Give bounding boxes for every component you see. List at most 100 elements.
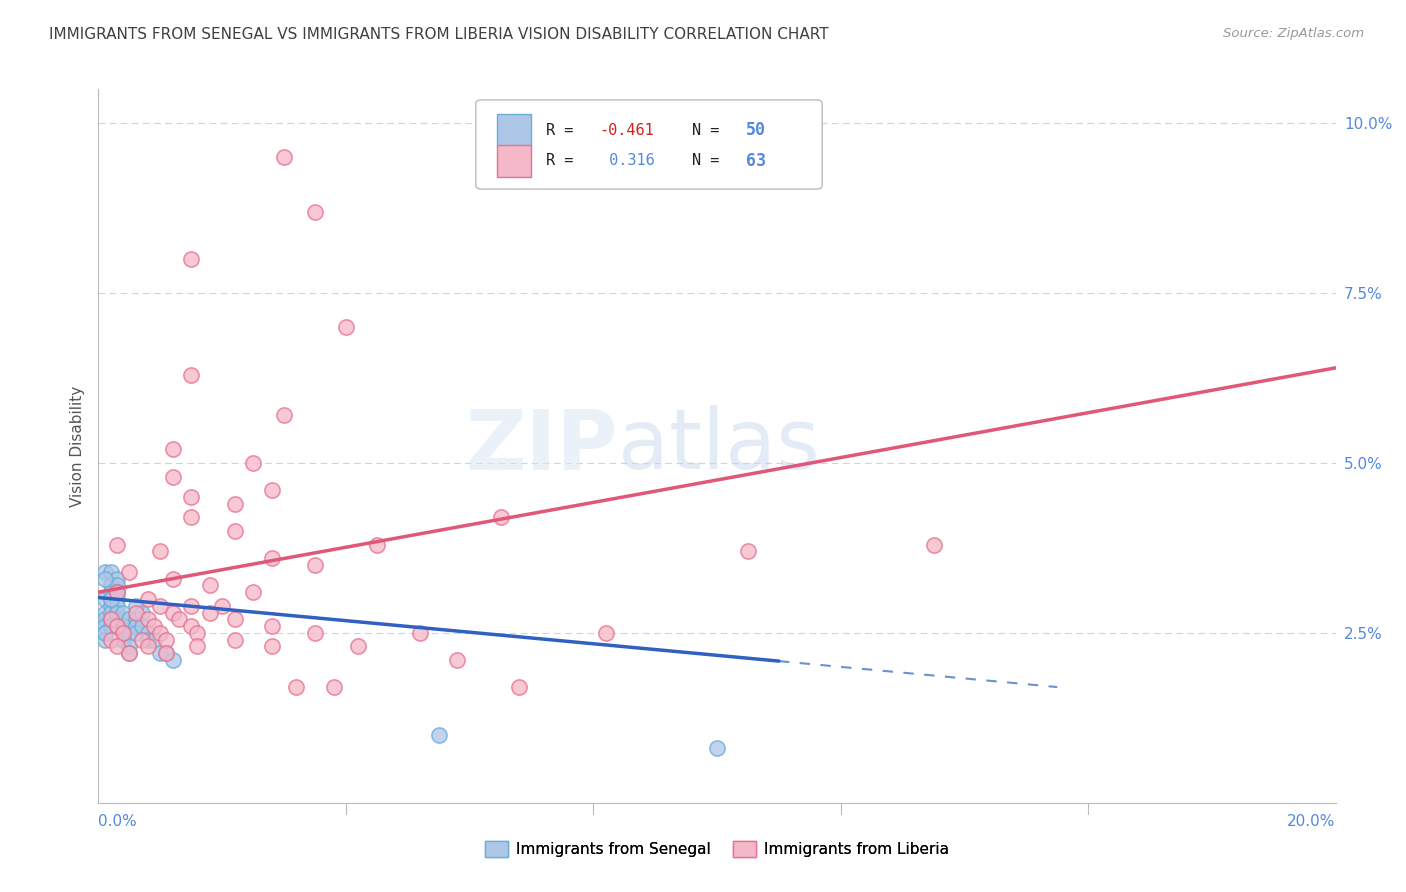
Point bbox=[112, 626, 135, 640]
Point bbox=[105, 606, 128, 620]
Point bbox=[155, 646, 177, 660]
Point bbox=[93, 632, 115, 647]
Point bbox=[93, 619, 115, 633]
Point bbox=[922, 537, 945, 551]
Point bbox=[118, 646, 141, 660]
Point bbox=[304, 204, 326, 219]
Point bbox=[100, 591, 122, 606]
Point bbox=[180, 490, 202, 504]
Point bbox=[186, 626, 208, 640]
Point bbox=[409, 626, 432, 640]
Point bbox=[335, 320, 357, 334]
Bar bbox=[496, 114, 531, 146]
Point bbox=[93, 626, 115, 640]
Point bbox=[347, 640, 370, 654]
Point bbox=[446, 653, 468, 667]
Point bbox=[124, 626, 146, 640]
Point bbox=[224, 612, 246, 626]
Point bbox=[118, 646, 141, 660]
Point bbox=[93, 626, 115, 640]
Point bbox=[100, 619, 122, 633]
FancyBboxPatch shape bbox=[475, 100, 823, 189]
Point bbox=[105, 612, 128, 626]
Point bbox=[131, 619, 153, 633]
Point bbox=[124, 606, 146, 620]
Point bbox=[100, 599, 122, 613]
Point bbox=[273, 150, 295, 164]
Point bbox=[162, 469, 184, 483]
Text: N =: N = bbox=[692, 122, 728, 137]
Bar bbox=[496, 145, 531, 177]
Point bbox=[143, 632, 166, 647]
Text: atlas: atlas bbox=[619, 406, 820, 486]
Point bbox=[93, 591, 115, 606]
Point bbox=[105, 585, 128, 599]
Point bbox=[136, 591, 159, 606]
Point bbox=[224, 497, 246, 511]
Point bbox=[118, 626, 141, 640]
Point bbox=[105, 619, 128, 633]
Text: -0.461: -0.461 bbox=[599, 122, 654, 137]
Point bbox=[93, 565, 115, 579]
Point bbox=[105, 585, 128, 599]
Point bbox=[489, 510, 512, 524]
Point bbox=[162, 572, 184, 586]
Point bbox=[105, 578, 128, 592]
Text: R =: R = bbox=[547, 122, 583, 137]
Point bbox=[260, 483, 283, 498]
Point bbox=[105, 599, 128, 613]
Point bbox=[93, 606, 115, 620]
Text: Source: ZipAtlas.com: Source: ZipAtlas.com bbox=[1223, 27, 1364, 40]
Text: 0.0%: 0.0% bbox=[98, 814, 138, 829]
Point bbox=[118, 565, 141, 579]
Point bbox=[124, 619, 146, 633]
Point bbox=[136, 612, 159, 626]
Point bbox=[93, 612, 115, 626]
Point bbox=[155, 646, 177, 660]
Point bbox=[100, 606, 122, 620]
Text: 50: 50 bbox=[745, 121, 765, 139]
Text: N =: N = bbox=[692, 153, 728, 169]
Point bbox=[260, 640, 283, 654]
Point bbox=[285, 680, 308, 694]
Point bbox=[180, 510, 202, 524]
Point bbox=[304, 558, 326, 572]
Legend: Immigrants from Senegal, Immigrants from Liberia: Immigrants from Senegal, Immigrants from… bbox=[479, 835, 955, 863]
Point bbox=[105, 640, 128, 654]
Point bbox=[427, 728, 450, 742]
Point bbox=[186, 640, 208, 654]
Point bbox=[136, 640, 159, 654]
Point bbox=[198, 578, 221, 592]
Point bbox=[242, 456, 264, 470]
Point bbox=[93, 572, 115, 586]
Point bbox=[149, 599, 172, 613]
Point bbox=[595, 626, 617, 640]
Point bbox=[112, 606, 135, 620]
Point bbox=[105, 591, 128, 606]
Point bbox=[100, 612, 122, 626]
Point bbox=[149, 646, 172, 660]
Text: IMMIGRANTS FROM SENEGAL VS IMMIGRANTS FROM LIBERIA VISION DISABILITY CORRELATION: IMMIGRANTS FROM SENEGAL VS IMMIGRANTS FR… bbox=[49, 27, 828, 42]
Point bbox=[131, 606, 153, 620]
Point bbox=[100, 565, 122, 579]
Point bbox=[105, 572, 128, 586]
Point bbox=[180, 252, 202, 266]
Point bbox=[366, 537, 388, 551]
Point bbox=[124, 599, 146, 613]
Point bbox=[136, 626, 159, 640]
Point bbox=[100, 591, 122, 606]
Point bbox=[100, 612, 122, 626]
Point bbox=[105, 537, 128, 551]
Point bbox=[112, 619, 135, 633]
Text: ZIP: ZIP bbox=[465, 406, 619, 486]
Point bbox=[162, 442, 184, 457]
Point bbox=[508, 680, 530, 694]
Point bbox=[273, 409, 295, 423]
Y-axis label: Vision Disability: Vision Disability bbox=[69, 385, 84, 507]
Point bbox=[112, 632, 135, 647]
Point bbox=[167, 612, 190, 626]
Point bbox=[224, 524, 246, 538]
Point bbox=[162, 606, 184, 620]
Point bbox=[149, 626, 172, 640]
Point bbox=[242, 585, 264, 599]
